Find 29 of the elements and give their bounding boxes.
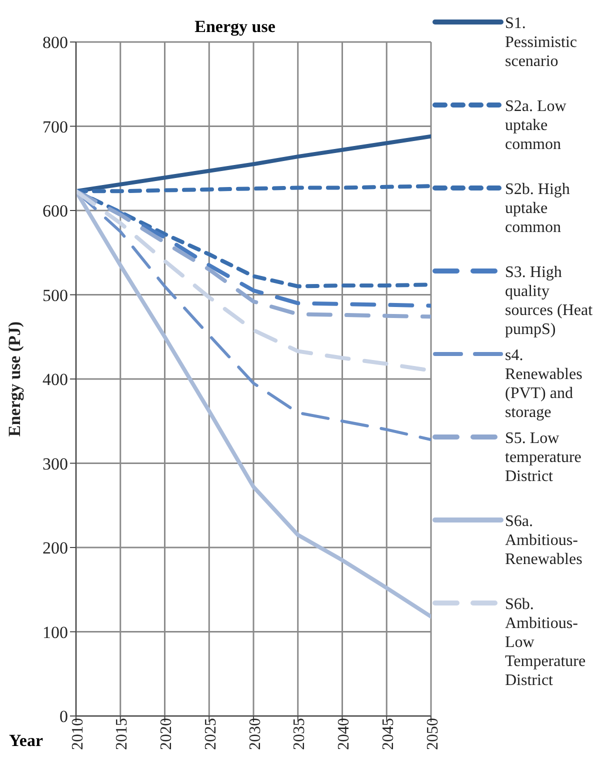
y-tick-label: 600 bbox=[42, 202, 68, 221]
x-tick-label: 2045 bbox=[380, 718, 397, 750]
y-tick-label: 0 bbox=[60, 707, 68, 726]
x-tick-label: 2015 bbox=[114, 718, 131, 750]
legend-label: S2b. High uptake common bbox=[505, 180, 571, 237]
y-tick-label: 700 bbox=[42, 117, 68, 136]
y-tick-label: 200 bbox=[42, 538, 68, 558]
y-tick-label: 100 bbox=[42, 622, 68, 642]
y-tick-label: 300 bbox=[42, 454, 68, 474]
x-tick-label: 2030 bbox=[246, 718, 264, 750]
legend-label: S6a. Ambitious-Renewables bbox=[505, 512, 584, 569]
legend-label: S6b. Ambitious-Low Temperature District bbox=[505, 595, 587, 690]
legend-label: S2a. Low uptake common bbox=[505, 97, 568, 154]
legend-label: S1. Pessimistic scenario bbox=[505, 14, 578, 71]
x-tick-label: 2050 bbox=[424, 718, 442, 750]
legend-label: s4. Renewables (PVT) and storage bbox=[505, 346, 584, 422]
x-axis-title: Year bbox=[9, 731, 44, 750]
y-tick-label: 500 bbox=[42, 286, 68, 305]
legend-label: S5. Low temperature District bbox=[505, 429, 582, 486]
y-tick-label: 800 bbox=[42, 33, 68, 52]
x-tick-label: 2035 bbox=[291, 718, 308, 750]
x-tick-label: 2025 bbox=[202, 718, 220, 750]
x-tick-label: 2020 bbox=[158, 718, 176, 750]
chart-title: Energy use bbox=[194, 17, 276, 36]
legend-label: S3. High quality sources (Heat pumpS) bbox=[505, 263, 594, 339]
x-tick-label: 2040 bbox=[336, 718, 353, 750]
x-tick-label: 2010 bbox=[69, 718, 86, 750]
y-tick-label: 400 bbox=[42, 370, 68, 390]
y-axis-title: Energy use (PJ) bbox=[5, 321, 24, 437]
